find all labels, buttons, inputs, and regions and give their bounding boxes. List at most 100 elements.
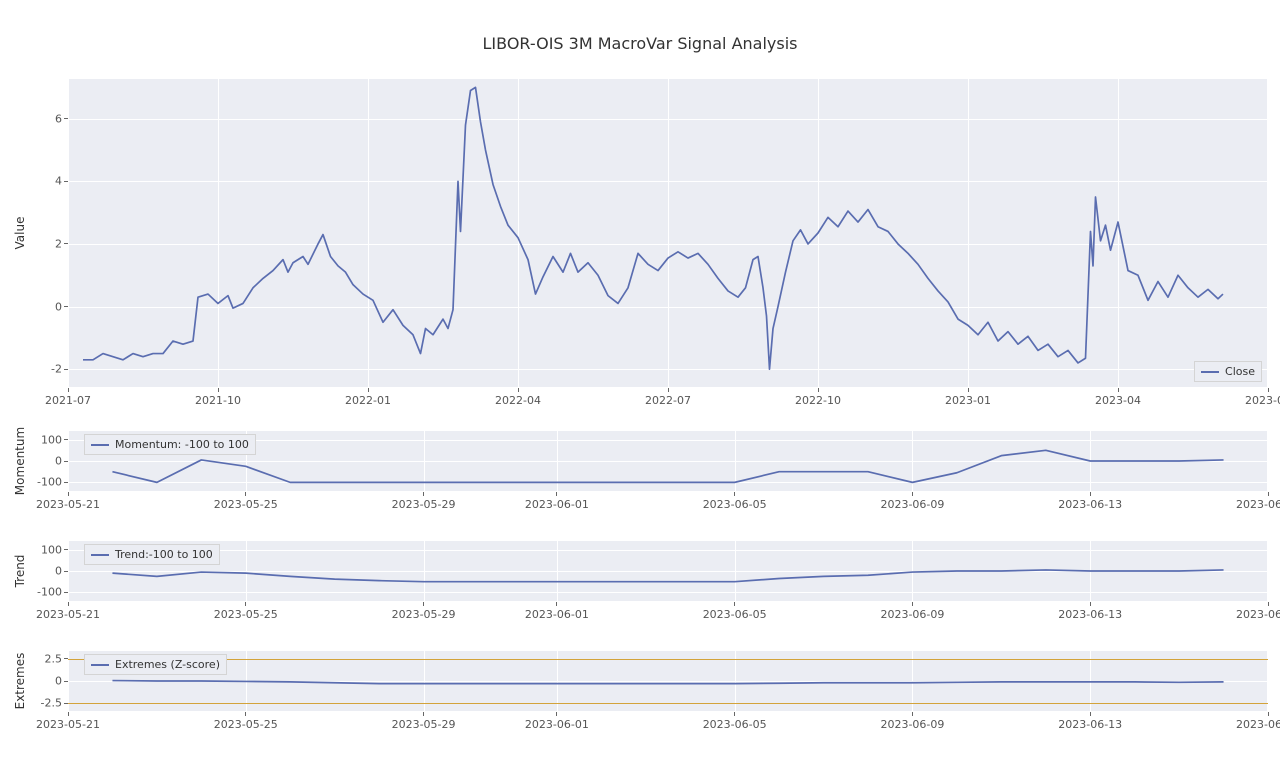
ytick-label: -100 [37, 476, 62, 489]
gridline [68, 482, 1268, 483]
ytick-label: 6 [55, 112, 62, 125]
xtick-label: 2022-07 [645, 394, 691, 407]
ytick-label: 2.5 [45, 652, 63, 665]
xtick [68, 602, 69, 606]
xtick [818, 388, 819, 392]
xtick [556, 492, 557, 496]
xtick [218, 388, 219, 392]
xtick-label: 2023-04 [1095, 394, 1141, 407]
ytick-label: -2.5 [41, 697, 62, 710]
gridline [68, 550, 1268, 551]
xtick [68, 712, 69, 716]
xtick [734, 602, 735, 606]
xtick [1090, 602, 1091, 606]
extremes-legend: Extremes (Z-score) [84, 654, 227, 675]
xtick-label: 2023-06-01 [525, 498, 589, 511]
legend-label: Trend:-100 to 100 [115, 548, 213, 561]
xtick [1268, 602, 1269, 606]
ytick-label: -2 [51, 363, 62, 376]
ytick-label: 2 [55, 237, 62, 250]
gridline [1090, 430, 1091, 492]
xtick-label: 2023-05-21 [36, 718, 100, 731]
gridline [246, 540, 247, 602]
xtick [368, 388, 369, 392]
gridline [1268, 430, 1269, 492]
ytick-label: 0 [55, 455, 62, 468]
xtick-label: 2022-01 [345, 394, 391, 407]
ytick-label: 0 [55, 300, 62, 313]
trend-ylabel: Trend [13, 555, 27, 588]
ytick-label: 0 [55, 565, 62, 578]
xtick [1118, 388, 1119, 392]
xtick [668, 388, 669, 392]
ytick-label: 100 [41, 543, 62, 556]
gridline [912, 430, 913, 492]
xtick [1268, 712, 1269, 716]
legend-swatch [91, 664, 109, 666]
xtick [1090, 712, 1091, 716]
ytick-label: -100 [37, 586, 62, 599]
main-legend: Close [1194, 361, 1262, 382]
xtick-label: 2023-06-05 [703, 718, 767, 731]
xtick-label: 2023-06-13 [1058, 498, 1122, 511]
gridline [1118, 78, 1119, 388]
xtick-label: 2023-01 [945, 394, 991, 407]
gridline [424, 540, 425, 602]
gridline [424, 430, 425, 492]
gridline [368, 78, 369, 388]
reference-line [68, 703, 1268, 704]
gridline [68, 461, 1268, 462]
xtick [912, 602, 913, 606]
gridline [68, 571, 1268, 572]
xtick-label: 2023-05-21 [36, 498, 100, 511]
xtick [68, 388, 69, 392]
xtick-label: 2023-06-13 [1058, 718, 1122, 731]
xtick [968, 388, 969, 392]
xtick [518, 388, 519, 392]
xtick-label: 2023-07 [1245, 394, 1280, 407]
xtick [1268, 492, 1269, 496]
xtick [245, 712, 246, 716]
xtick-label: 2023-06-09 [880, 608, 944, 621]
trend-legend: Trend:-100 to 100 [84, 544, 220, 565]
gridline [1090, 540, 1091, 602]
xtick-label: 2023-05-21 [36, 608, 100, 621]
extremes-panel: Extremes-2.502.52023-05-212023-05-252023… [68, 650, 1268, 712]
gridline [68, 430, 69, 492]
legend-swatch [91, 554, 109, 556]
extremes-ylabel: Extremes [13, 653, 27, 710]
gridline [1268, 540, 1269, 602]
xtick-label: 2021-10 [195, 394, 241, 407]
xtick-label: 2023-06-09 [880, 718, 944, 731]
xtick [423, 602, 424, 606]
gridline [668, 78, 669, 388]
gridline [1268, 650, 1269, 712]
xtick-label: 2023-05-25 [214, 498, 278, 511]
gridline [68, 78, 69, 388]
legend-swatch [1201, 371, 1219, 373]
xtick [912, 492, 913, 496]
xtick-label: 2023-06-17 [1236, 498, 1280, 511]
momentum-ylabel: Momentum [13, 427, 27, 495]
gridline [68, 592, 1268, 593]
xtick [245, 602, 246, 606]
xtick [734, 712, 735, 716]
xtick [912, 712, 913, 716]
xtick [734, 492, 735, 496]
xtick-label: 2023-05-29 [392, 718, 456, 731]
xtick-label: 2023-06-05 [703, 608, 767, 621]
xtick-label: 2023-06-13 [1058, 608, 1122, 621]
trend-panel: Trend-10001002023-05-212023-05-252023-05… [68, 540, 1268, 602]
xtick [1090, 492, 1091, 496]
xtick-label: 2022-10 [795, 394, 841, 407]
figure: LIBOR-OIS 3M MacroVar Signal Analysis Ma… [0, 0, 1280, 778]
gridline [518, 78, 519, 388]
xtick [245, 492, 246, 496]
gridline [968, 78, 969, 388]
gridline [912, 540, 913, 602]
gridline [68, 540, 69, 602]
legend-label: Close [1225, 365, 1255, 378]
gridline [557, 540, 558, 602]
gridline [735, 430, 736, 492]
momentum-panel: Momentum-10001002023-05-212023-05-252023… [68, 430, 1268, 492]
